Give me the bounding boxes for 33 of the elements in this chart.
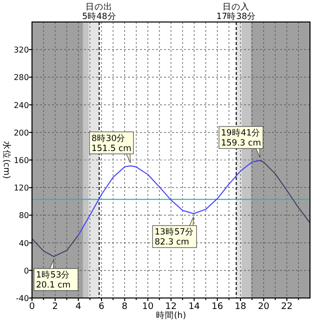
x-tick-label: 20 [258, 302, 270, 312]
x-tick-label: 8 [122, 302, 128, 312]
y-tick-label: 320 [14, 46, 29, 55]
x-tick-label: 14 [188, 302, 200, 312]
y-tick-label: 160 [14, 156, 29, 165]
y-tick-label: 120 [14, 184, 29, 193]
line-series [32, 234, 79, 258]
y-tick-label: -40 [16, 294, 29, 303]
x-tick-label: 18 [234, 302, 246, 312]
y-tick-label: 80 [18, 211, 29, 220]
x-tick-label: 22 [281, 302, 293, 312]
annotation: 13時57分 82.3 cm [154, 226, 194, 248]
x-tick-label: 0 [29, 302, 36, 312]
line-series [78, 160, 260, 236]
line-series [259, 160, 310, 224]
x-axis-title: 時間(h) [156, 310, 186, 320]
x-tick-label: 16 [212, 302, 224, 312]
y-tick-label: 280 [14, 73, 29, 82]
ref-line-label: 日の入 17時38分 [216, 2, 256, 22]
x-tick-label: 12 [165, 302, 177, 312]
x-tick-label: 6 [98, 302, 105, 312]
annotation: 1時53分 20.1 cm [36, 270, 71, 291]
y-tick-label: 40 [18, 238, 29, 248]
ref-line-label: 日の出 5時48分 [82, 2, 116, 22]
y-tick-label: 240 [14, 100, 29, 110]
annotation: 19時41分 159.3 cm [220, 127, 261, 148]
x-tick-label: 10 [142, 302, 154, 312]
y-tick-label: 200 [14, 128, 29, 138]
y-tick-label: 0 [24, 266, 29, 276]
y-axis-title: 水位(cm) [1, 141, 12, 179]
annotation: 8時30分 151.5 cm [91, 132, 132, 154]
x-tick-label: 2 [52, 302, 58, 312]
x-tick-label: 4 [75, 302, 82, 312]
